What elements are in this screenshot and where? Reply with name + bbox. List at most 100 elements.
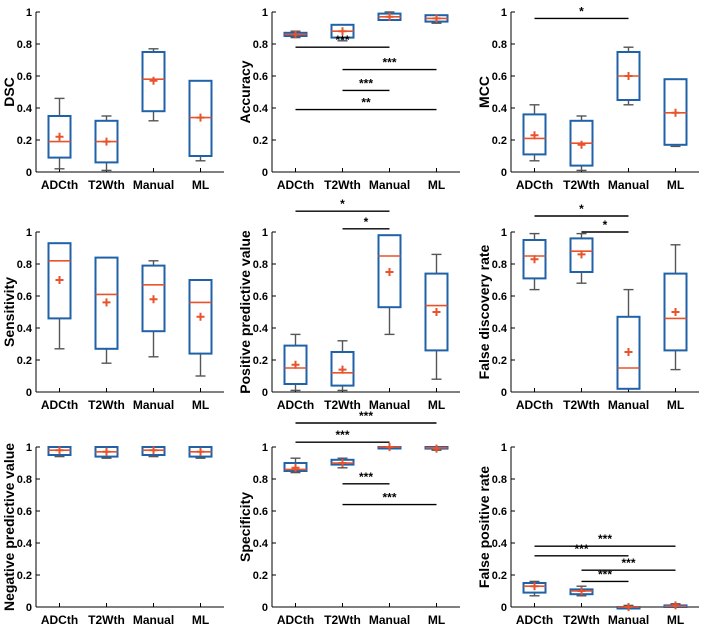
mean-marker [432,444,441,453]
significance-label: * [603,218,608,232]
y-tick-label: 0.6 [492,291,507,303]
y-tick-label: 0 [262,167,268,179]
y-tick-label: 0.8 [17,474,32,486]
y-tick-label: 0.6 [17,71,32,83]
mean-marker [530,131,539,140]
y-tick-label: 0.2 [17,135,32,147]
significance-label: *** [335,428,349,442]
x-tick-label: Manual [369,613,410,627]
boxplot-panel: 0 0.2 0.4 0.6 0.8 1 False discovery rate ADCth T… [476,202,699,412]
y-tick-label: 0.8 [17,259,32,271]
mean-marker [196,113,205,122]
boxplot-panel: 0 0.2 0.4 0.6 0.8 1 False positive rate ADCth T2… [476,442,699,627]
mean-marker [432,14,441,23]
y-tick-label: 0.8 [253,259,268,271]
y-tick-label: 0.2 [492,135,507,147]
mean-marker [55,276,64,284]
mean-marker [149,76,158,85]
y-tick-label: 0.8 [17,39,32,51]
x-tick-label: ML [192,613,209,627]
x-tick-label: Manual [133,178,174,192]
iqr-box [188,279,213,355]
significance-label: * [340,197,345,211]
boxplot-panel: 0 0.2 0.4 0.6 0.8 1 Negative predictive value A… [1,442,224,627]
x-tick-label: ADCth [516,178,553,192]
y-tick-label: 1 [262,7,268,19]
mean-marker [149,295,158,304]
y-tick-label: 0 [262,602,268,614]
mean-marker [671,108,680,117]
y-axis-title: Specificity [237,492,253,562]
y-tick-label: 1 [26,442,32,454]
x-tick-label: ML [192,178,209,192]
y-tick-label: 0.2 [253,570,268,582]
x-tick-label: ML [667,613,684,627]
mean-marker [102,137,111,146]
mean-marker [338,459,347,467]
x-tick-label: ML [428,398,445,412]
x-tick-label: ADCth [41,398,78,412]
mean-marker [577,140,586,149]
iqr-box [94,256,119,350]
mean-marker [530,255,539,264]
significance-label: *** [382,491,396,505]
mean-marker [196,447,205,456]
significance-label: *** [598,567,612,581]
mean-marker [530,582,539,591]
y-tick-label: 1 [501,442,507,454]
significance-label: ** [361,96,371,110]
x-tick-label: ADCth [277,178,314,192]
x-tick-label: T2Wth [88,178,125,192]
y-tick-label: 0 [262,387,268,399]
x-tick-label: T2Wth [324,398,361,412]
significance-label: *** [359,76,373,90]
mean-marker [149,446,158,455]
mean-marker [577,250,586,259]
mean-marker [102,298,111,307]
iqr-box [424,272,449,352]
y-tick-label: 0.4 [492,323,508,335]
y-tick-label: 0.6 [492,506,507,518]
y-axis-title: Sensitivity [1,277,17,347]
y-tick-label: 0.2 [17,570,32,582]
iqr-box [522,239,547,280]
x-tick-label: T2Wth [563,613,600,627]
x-tick-label: T2Wth [563,178,600,192]
y-tick-label: 0.4 [17,103,33,115]
x-tick-label: Manual [608,613,649,627]
y-tick-label: 0 [26,167,32,179]
mean-marker [55,446,64,455]
y-tick-label: 1 [501,227,507,239]
significance-label: * [364,215,369,229]
y-tick-label: 1 [501,7,507,19]
y-tick-label: 0.4 [253,323,269,335]
iqr-box [616,315,641,390]
x-tick-label: Manual [369,398,410,412]
x-tick-label: ML [667,398,684,412]
y-tick-label: 0.8 [253,474,268,486]
y-tick-label: 0.8 [253,39,268,51]
mean-marker [291,360,300,369]
mean-marker [385,268,394,276]
y-tick-label: 0.4 [17,538,33,550]
x-tick-label: Manual [608,178,649,192]
iqr-box [47,115,72,159]
mean-marker [291,30,300,39]
x-tick-label: T2Wth [324,613,361,627]
y-axis-title: Negative predictive value [1,443,17,611]
boxplot-panel: 0 0.2 0.4 0.6 0.8 1 MCC ADCth T2Wth Manual ML * [476,4,699,192]
y-tick-label: 1 [262,442,268,454]
y-tick-label: 0 [501,167,507,179]
mean-marker [624,348,633,356]
y-tick-label: 0 [501,387,507,399]
boxplot-panel: 0 0.2 0.4 0.6 0.8 1 Specificity ADCth T2Wth Manua… [237,409,460,627]
y-tick-label: 1 [262,227,268,239]
iqr-box [141,264,166,333]
y-tick-label: 0.2 [492,355,507,367]
x-tick-label: T2Wth [324,178,361,192]
mean-marker [624,603,633,611]
iqr-box [377,234,402,309]
y-tick-label: 0 [26,602,32,614]
x-tick-label: ADCth [41,613,78,627]
y-tick-label: 1 [26,227,32,239]
